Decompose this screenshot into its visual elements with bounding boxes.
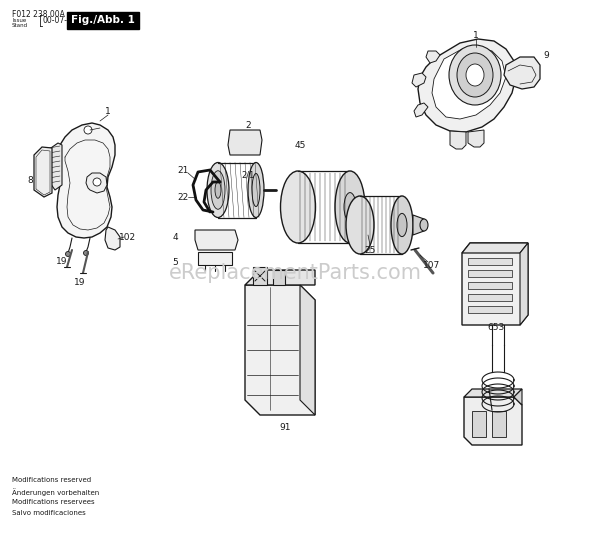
Text: 1: 1	[473, 31, 479, 39]
Polygon shape	[504, 57, 540, 89]
Text: Modifications reserved: Modifications reserved	[12, 477, 91, 483]
Text: 8: 8	[27, 175, 33, 185]
Ellipse shape	[346, 196, 374, 254]
Text: 00-07-10: 00-07-10	[42, 15, 77, 25]
Bar	[472, 411, 486, 437]
Text: 91: 91	[279, 422, 291, 432]
Polygon shape	[462, 243, 528, 325]
Text: 107: 107	[424, 261, 441, 269]
Polygon shape	[253, 267, 267, 285]
Text: Fig./Abb. 1: Fig./Abb. 1	[71, 15, 135, 25]
Text: 19: 19	[56, 257, 68, 265]
Text: 19: 19	[74, 277, 86, 287]
Ellipse shape	[420, 219, 428, 231]
Text: Issue: Issue	[12, 18, 26, 23]
Bar	[468, 270, 512, 277]
Polygon shape	[464, 397, 522, 445]
Text: Modifications reservees: Modifications reservees	[12, 499, 94, 505]
Ellipse shape	[211, 171, 225, 209]
Polygon shape	[273, 270, 285, 285]
Ellipse shape	[449, 45, 501, 105]
Ellipse shape	[344, 192, 356, 221]
Ellipse shape	[280, 171, 316, 243]
Text: 102: 102	[119, 233, 136, 241]
Text: 2/1: 2/1	[241, 171, 255, 179]
Text: 2: 2	[245, 120, 251, 130]
Ellipse shape	[466, 64, 484, 86]
Polygon shape	[195, 230, 238, 250]
Text: 9: 9	[543, 51, 549, 59]
Ellipse shape	[207, 162, 229, 217]
Ellipse shape	[391, 196, 413, 254]
Polygon shape	[245, 285, 315, 415]
Bar	[492, 411, 506, 437]
Text: 21: 21	[178, 166, 189, 174]
Ellipse shape	[335, 171, 365, 243]
Text: eReplacementParts.com: eReplacementParts.com	[169, 263, 421, 283]
Polygon shape	[48, 143, 62, 190]
Polygon shape	[514, 389, 522, 405]
Text: 45: 45	[294, 141, 306, 149]
Text: 5: 5	[172, 257, 178, 267]
Circle shape	[93, 178, 101, 186]
Polygon shape	[300, 285, 315, 415]
Text: 1: 1	[105, 106, 111, 116]
Polygon shape	[34, 147, 52, 197]
Polygon shape	[432, 47, 506, 119]
Polygon shape	[412, 73, 426, 87]
Polygon shape	[228, 130, 262, 155]
Text: 22: 22	[178, 192, 189, 202]
Polygon shape	[55, 123, 115, 238]
Polygon shape	[245, 270, 315, 285]
Text: Änderungen vorbehalten: Änderungen vorbehalten	[12, 488, 99, 496]
Text: F012 238 00A: F012 238 00A	[12, 10, 65, 19]
Polygon shape	[414, 103, 428, 117]
Ellipse shape	[215, 181, 221, 198]
Polygon shape	[86, 173, 107, 193]
Text: Salvo modificaciones: Salvo modificaciones	[12, 510, 86, 516]
Circle shape	[84, 126, 92, 134]
Polygon shape	[413, 215, 424, 235]
FancyBboxPatch shape	[67, 12, 139, 29]
Polygon shape	[105, 227, 120, 250]
Polygon shape	[198, 252, 232, 265]
Ellipse shape	[397, 214, 407, 237]
Polygon shape	[520, 243, 528, 325]
Polygon shape	[462, 243, 528, 253]
Text: 4: 4	[172, 233, 178, 241]
Circle shape	[65, 251, 70, 257]
Ellipse shape	[457, 53, 493, 97]
Text: 25: 25	[364, 245, 376, 255]
Ellipse shape	[252, 173, 260, 207]
Polygon shape	[464, 389, 522, 397]
Polygon shape	[468, 130, 484, 147]
Text: Stand: Stand	[12, 23, 28, 28]
Bar	[468, 282, 512, 289]
Ellipse shape	[248, 162, 264, 217]
Bar	[468, 306, 512, 313]
Polygon shape	[418, 39, 516, 132]
Circle shape	[84, 251, 88, 256]
Polygon shape	[450, 131, 466, 149]
Bar	[468, 258, 512, 265]
Text: 653: 653	[487, 323, 504, 331]
Bar	[468, 294, 512, 301]
Polygon shape	[426, 51, 440, 63]
